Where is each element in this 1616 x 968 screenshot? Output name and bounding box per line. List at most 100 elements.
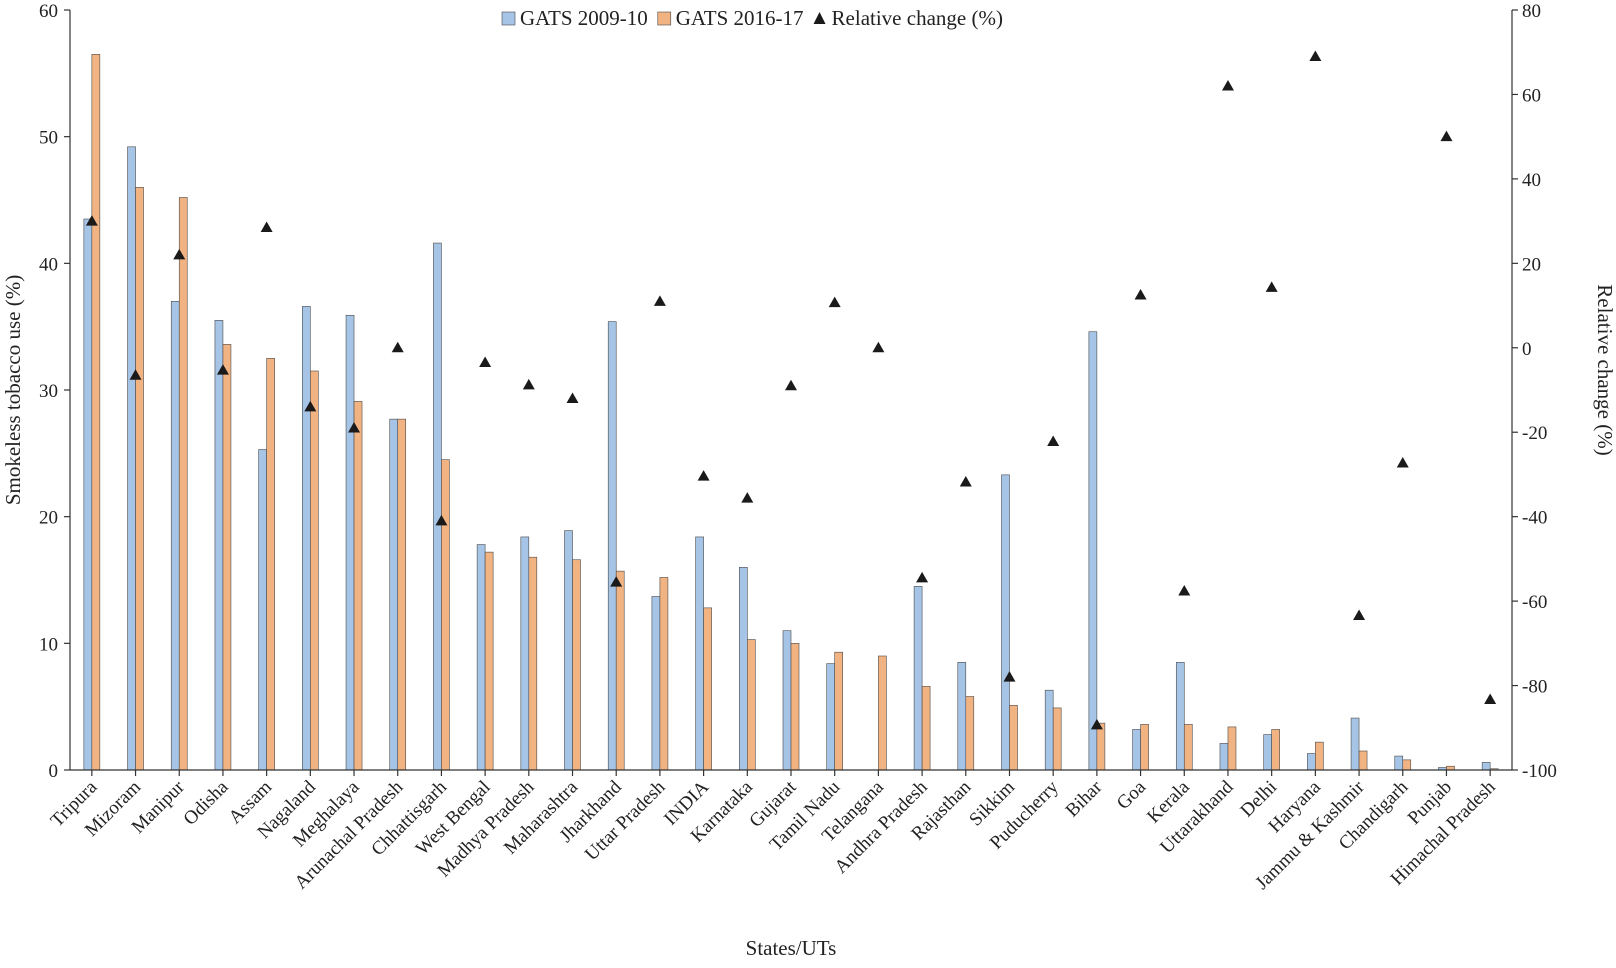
relative-change-marker (785, 379, 797, 391)
relative-change-marker (1090, 718, 1103, 730)
left-tick-label: 10 (39, 634, 58, 655)
bar-gats-2016-17 (1315, 741, 1324, 771)
bar-gats-2016-17 (1096, 722, 1106, 771)
bar-gats-2009-10 (1307, 753, 1316, 771)
right-tick-label: -20 (1522, 423, 1547, 444)
bar-gats-2009-10 (520, 536, 530, 771)
relative-change-marker (348, 422, 361, 433)
legend-label: Relative change (%) (832, 6, 1003, 30)
legend-swatch-gats-2016-17 (657, 11, 672, 26)
bar-gats-2009-10 (1088, 331, 1098, 771)
bar-gats-2016-17 (921, 686, 931, 771)
legend-label: GATS 2009-10 (520, 6, 648, 30)
relative-change-marker (522, 378, 535, 390)
category-label: Odisha (180, 776, 233, 829)
right-tick-label: 80 (1522, 1, 1541, 22)
bar-gats-2009-10 (345, 314, 355, 771)
relative-change-marker (1396, 457, 1409, 468)
bar-gats-2009-10 (1175, 662, 1185, 771)
left-tick-label: 50 (39, 128, 58, 149)
bar-gats-2009-10 (651, 596, 661, 771)
relative-change-marker (1440, 130, 1453, 142)
bar-gats-2009-10 (826, 663, 835, 771)
bar-gats-2009-10 (127, 146, 136, 771)
bar-gats-2009-10 (957, 662, 967, 771)
left-axis-title: Smokeless tobacco use (%) (1, 275, 25, 505)
bar-gats-2009-10 (258, 449, 267, 771)
bar-gats-2016-17 (659, 577, 669, 771)
relative-change-marker (1134, 289, 1147, 300)
legend-swatch-gats-2009-10 (501, 11, 516, 26)
bar-gats-2016-17 (528, 556, 538, 771)
bar-gats-2009-10 (1263, 734, 1272, 771)
bar-gats-2016-17 (397, 418, 407, 771)
bar-gats-2016-17 (572, 559, 581, 771)
right-tick-label: 40 (1522, 170, 1541, 191)
bar-gats-2009-10 (1394, 755, 1404, 771)
bar-gats-2009-10 (389, 418, 399, 771)
bar-gats-2009-10 (1044, 689, 1054, 771)
bar-gats-2016-17 (1140, 724, 1149, 771)
relative-change-marker (610, 576, 623, 587)
relative-change-marker (1003, 671, 1016, 682)
bar-gats-2009-10 (564, 530, 573, 771)
bar-gats-2016-17 (615, 570, 625, 771)
relative-change-marker (173, 248, 186, 260)
relative-change-marker (216, 364, 229, 375)
relative-change-marker (129, 369, 142, 380)
bar-gats-2016-17 (178, 197, 188, 771)
bar-gats-2016-17 (222, 344, 232, 771)
relative-change-marker (1265, 281, 1278, 292)
right-tick-label: -80 (1522, 677, 1547, 698)
relative-change-marker (566, 392, 579, 403)
bar-gats-2016-17 (878, 655, 887, 771)
relative-change-marker (1178, 584, 1191, 596)
relative-change-marker (1221, 80, 1234, 91)
bar-gats-2016-17 (1271, 729, 1280, 771)
relative-change-marker (260, 221, 273, 232)
relative-change-marker (916, 571, 929, 583)
bar-gats-2009-10 (1219, 743, 1229, 771)
bar-gats-2016-17 (310, 370, 319, 771)
bar-gats-2009-10 (695, 536, 704, 771)
category-label: Bihar (1062, 776, 1107, 821)
bar-gats-2009-10 (1132, 729, 1141, 771)
bar-gats-2009-10 (1481, 762, 1491, 771)
bar-gats-2016-17 (1009, 705, 1018, 771)
legend-label: GATS 2016-17 (676, 6, 804, 30)
bar-gats-2009-10 (782, 630, 792, 771)
bar-gats-2009-10 (476, 544, 486, 771)
relative-change-marker (435, 514, 448, 526)
bar-gats-2009-10 (83, 218, 93, 771)
right-tick-label: 20 (1522, 254, 1541, 275)
right-tick-label: -40 (1522, 508, 1547, 529)
left-tick-label: 20 (39, 508, 58, 529)
bar-gats-2009-10 (302, 306, 311, 771)
relative-change-marker (653, 295, 666, 306)
relative-change-marker (697, 470, 710, 481)
x-axis-title: States/UTs (746, 936, 837, 960)
right-tick-label: 60 (1522, 85, 1541, 106)
left-tick-label: 60 (39, 1, 58, 22)
bar-gats-2016-17 (484, 551, 494, 771)
bar-gats-2016-17 (441, 459, 450, 771)
left-tick-label: 0 (49, 761, 59, 782)
bar-gats-2016-17 (1227, 726, 1237, 771)
bar-gats-2009-10 (214, 320, 224, 771)
bar-gats-2016-17 (790, 643, 800, 771)
category-label: Goa (1113, 776, 1151, 814)
bar-gats-2016-17 (1183, 724, 1193, 771)
right-tick-label: -100 (1522, 761, 1557, 782)
bar-gats-2016-17 (1052, 707, 1062, 771)
bar-gats-2016-17 (965, 696, 975, 771)
bar-gats-2016-17 (703, 607, 712, 771)
relative-change-marker (872, 341, 885, 353)
relative-change-marker (828, 296, 841, 308)
relative-change-marker (1309, 50, 1322, 61)
bar-gats-2016-17 (834, 651, 843, 771)
relative-change-marker (85, 215, 98, 226)
bar-gats-2009-10 (1350, 717, 1360, 771)
right-tick-label: -60 (1522, 592, 1547, 613)
